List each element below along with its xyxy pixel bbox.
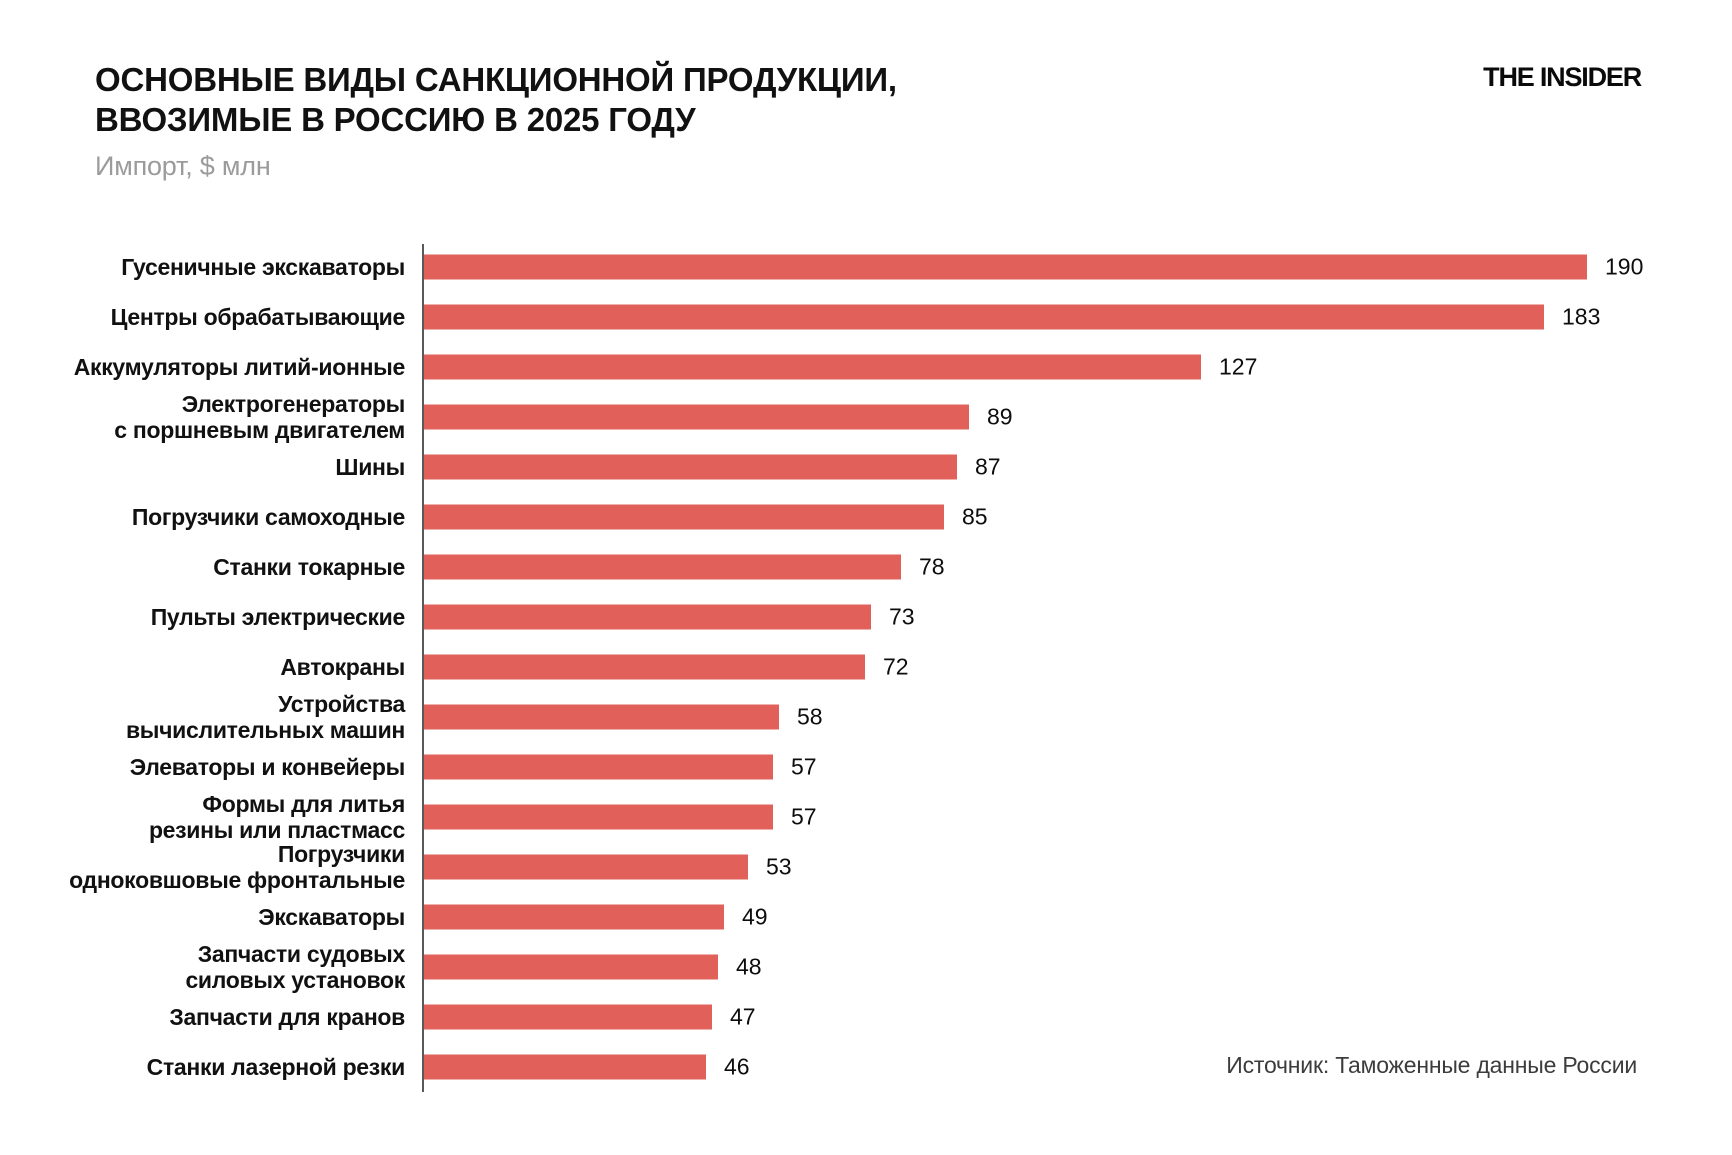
chart-row: Центры обрабатывающие 183 [0,292,1732,342]
bar-value: 190 [1605,253,1644,280]
bar [424,954,718,980]
bar [424,504,944,530]
bar-wrap: 190 [424,254,1643,281]
bar-wrap: 58 [424,704,823,731]
bar [424,1054,706,1080]
bar-wrap: 47 [424,1004,756,1031]
source-note: Источник: Таможенные данные России [1226,1052,1637,1078]
category-label: Запчасти судовых силовых установок [185,941,405,993]
chart-row: Электрогенераторы с поршневым двигателем… [0,391,1732,443]
bar [424,354,1201,380]
bar-value: 183 [1562,303,1601,330]
bar-wrap: 57 [424,804,817,831]
bar-value: 49 [742,903,768,930]
category-label: Станки лазерной резки [146,1054,406,1080]
bar-chart: Гусеничные экскаваторы 190 Центры обрабаты… [0,242,1732,1092]
chart-units-subtitle: Импорт, $ млн [95,151,271,181]
page-title: ОСНОВНЫЕ ВИДЫ САНКЦИОННОЙ ПРОДУКЦИИ, ВВО… [95,60,897,140]
category-label: Аккумуляторы литий-ионные [73,354,406,380]
bar-wrap: 89 [424,404,1013,431]
category-label: Электрогенераторы с поршневым двигателем [114,391,405,443]
bar [424,854,748,880]
chart-row: Аккумуляторы литий-ионные 127 [0,342,1732,392]
chart-row: Шины 87 [0,442,1732,492]
bar [424,704,779,730]
bar [424,404,969,430]
the-insider-logo: THE INSIDER [1483,62,1642,92]
chart-row: Станки токарные 78 [0,542,1732,592]
category-label: Формы для литья резины или пластмасс [148,791,405,843]
bar-value: 72 [883,653,909,680]
chart-row: Станки лазерной резки 46 [0,1042,1732,1092]
chart-rows: Гусеничные экскаваторы 190 Центры обрабаты… [0,242,1732,1092]
chart-row: Элеваторы и конвейеры 57 [0,742,1732,792]
chart-row: Запчасти судовых силовых установок 48 [0,941,1732,993]
bar-value: 48 [736,953,762,980]
category-label: Погрузчики одноковшовые фронтальные [69,841,405,893]
bar-value: 73 [889,603,915,630]
chart-row: Запчасти для кранов 47 [0,992,1732,1042]
chart-row: Погрузчики самоходные 85 [0,492,1732,542]
category-label: Гусеничные экскаваторы [121,254,405,280]
bar-value: 46 [724,1053,750,1080]
bar-value: 78 [919,553,945,580]
category-label: Элеваторы и конвейеры [129,754,406,780]
bar [424,454,957,480]
bar [424,904,724,930]
bar-wrap: 87 [424,454,1001,481]
category-label: Экскаваторы [258,904,405,930]
bar-value: 47 [730,1003,756,1030]
bar [424,554,901,580]
category-label: Станки токарные [213,554,405,580]
bar [424,1004,712,1030]
bar [424,754,773,780]
category-label: Пульты электрические [150,604,406,630]
bar-wrap: 85 [424,504,988,531]
y-axis-line [422,244,424,1092]
chart-row: Экскаваторы 49 [0,892,1732,942]
bar-wrap: 57 [424,754,817,781]
bar-wrap: 127 [424,354,1257,381]
bar-value: 127 [1219,353,1258,380]
title-line-2: ВВОЗИМЫЕ В РОССИЮ В 2025 ГОДУ [95,101,696,138]
category-label: Запчасти для кранов [169,1004,405,1030]
category-label: Автокраны [280,654,405,680]
bar-value: 58 [797,703,823,730]
bar [424,654,865,680]
chart-row: Гусеничные экскаваторы 190 [0,242,1732,292]
bar-wrap: 183 [424,304,1600,331]
bar [424,304,1544,330]
bar-wrap: 53 [424,854,792,881]
bar-wrap: 73 [424,604,915,631]
bar-wrap: 48 [424,954,762,981]
bar [424,254,1587,280]
bar [424,604,871,630]
bar-value: 85 [962,503,988,530]
category-label: Центры обрабатывающие [110,304,406,330]
bar-value: 57 [791,753,817,780]
chart-row: Пульты электрические 73 [0,592,1732,642]
bar-wrap: 46 [424,1054,750,1081]
bar-value: 87 [975,453,1001,480]
chart-row: Устройства вычислительных машин 58 [0,691,1732,743]
bar [424,804,773,830]
category-label: Погрузчики самоходные [131,504,405,530]
bar-wrap: 72 [424,654,909,681]
title-line-1: ОСНОВНЫЕ ВИДЫ САНКЦИОННОЙ ПРОДУКЦИИ, [95,61,897,98]
chart-row: Автокраны 72 [0,642,1732,692]
chart-row: Погрузчики одноковшовые фронтальные 53 [0,841,1732,893]
bar-value: 57 [791,803,817,830]
bar-value: 89 [987,403,1013,430]
category-label: Устройства вычислительных машин [125,691,405,743]
bar-wrap: 49 [424,904,768,931]
category-label: Шины [335,454,405,480]
bar-value: 53 [766,853,792,880]
chart-row: Формы для литья резины или пластмасс 57 [0,791,1732,843]
bar-wrap: 78 [424,554,945,581]
